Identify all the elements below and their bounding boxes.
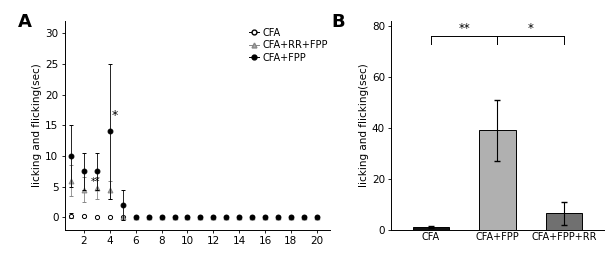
Bar [546,213,582,230]
Text: *: * [528,22,533,35]
Text: B: B [331,13,346,31]
Text: **: ** [458,22,470,35]
Text: A: A [18,13,32,31]
Y-axis label: licking and flicking(sec): licking and flicking(sec) [33,63,43,187]
Text: *: * [111,109,118,122]
Legend: CFA, CFA+RR+FPP, CFA+FPP: CFA, CFA+RR+FPP, CFA+FPP [247,26,330,64]
Bar [413,227,449,230]
Y-axis label: licking and flicking(sec): licking and flicking(sec) [359,63,369,187]
Text: **: ** [91,177,100,187]
Bar [479,130,516,230]
